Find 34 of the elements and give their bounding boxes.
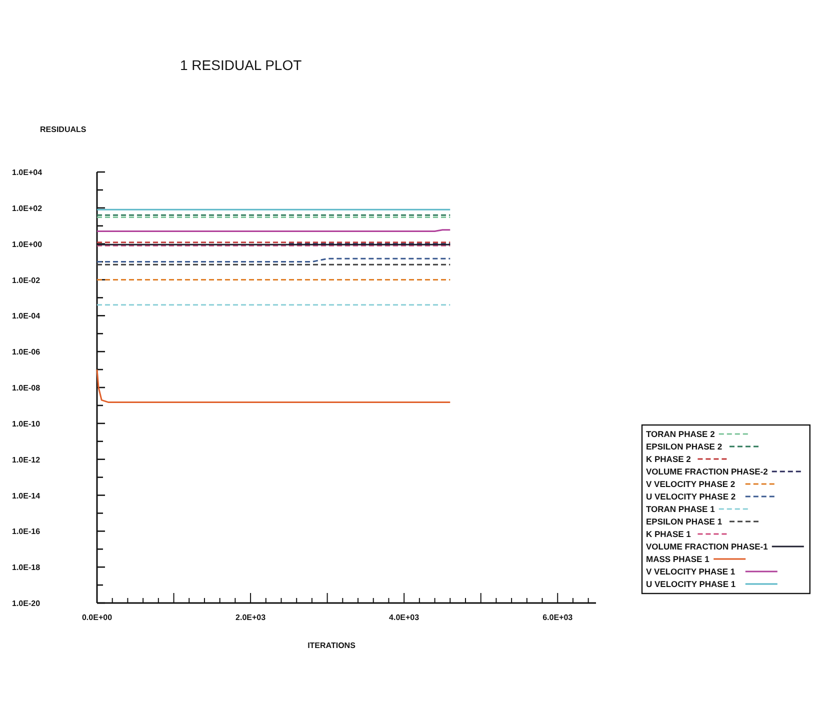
y-tick-label: 1.0E+00 [12, 240, 43, 249]
legend-label: MASS PHASE 1 [646, 554, 710, 564]
y-tick-label: 1.0E-20 [12, 599, 41, 608]
legend-label: VOLUME FRACTION PHASE-2 [646, 466, 768, 476]
y-tick-label: 1.0E-12 [12, 455, 41, 464]
legend-label: V VELOCITY PHASE 1 [646, 566, 736, 576]
legend-label: U VELOCITY PHASE 2 [646, 492, 736, 502]
y-axis-title: RESIDUALS [40, 125, 87, 134]
y-tick-label: 1.0E-16 [12, 527, 41, 536]
chart-title: 1 RESIDUAL PLOT [180, 57, 302, 73]
x-axis-title: ITERATIONS [308, 641, 356, 650]
y-tick-label: 1.0E+04 [12, 168, 43, 177]
line-series [96, 368, 451, 404]
y-tick-label: 1.0E-10 [12, 419, 41, 428]
legend-label: VOLUME FRACTION PHASE-1 [646, 542, 768, 552]
x-tick-label: 4.0E+03 [389, 613, 420, 622]
x-tick-label: 2.0E+03 [236, 613, 266, 622]
legend-label: K PHASE 1 [646, 529, 692, 539]
y-tick-label: 1.0E+02 [12, 204, 43, 213]
legend-label: K PHASE 2 [646, 454, 692, 464]
legend-label: EPSILON PHASE 1 [646, 516, 722, 526]
y-tick-label: 1.0E-02 [12, 276, 41, 285]
legend-label: EPSILON PHASE 2 [646, 442, 722, 452]
legend-label: V VELOCITY PHASE 2 [646, 479, 736, 489]
y-tick-label: 1.0E-04 [12, 312, 41, 321]
y-tick-label: 1.0E-14 [12, 491, 41, 500]
legend-label: TORAN PHASE 2 [646, 429, 716, 439]
legend-label: U VELOCITY PHASE 1 [646, 579, 736, 589]
x-tick-label: 0.0E+00 [82, 613, 113, 622]
x-tick-label: 6.0E+03 [542, 613, 574, 622]
legend-label: TORAN PHASE 1 [646, 504, 716, 514]
y-tick-label: 1.0E-06 [12, 348, 41, 357]
y-tick-label: 1.0E-08 [12, 384, 41, 392]
y-tick-label: 1.0E-18 [12, 563, 41, 572]
